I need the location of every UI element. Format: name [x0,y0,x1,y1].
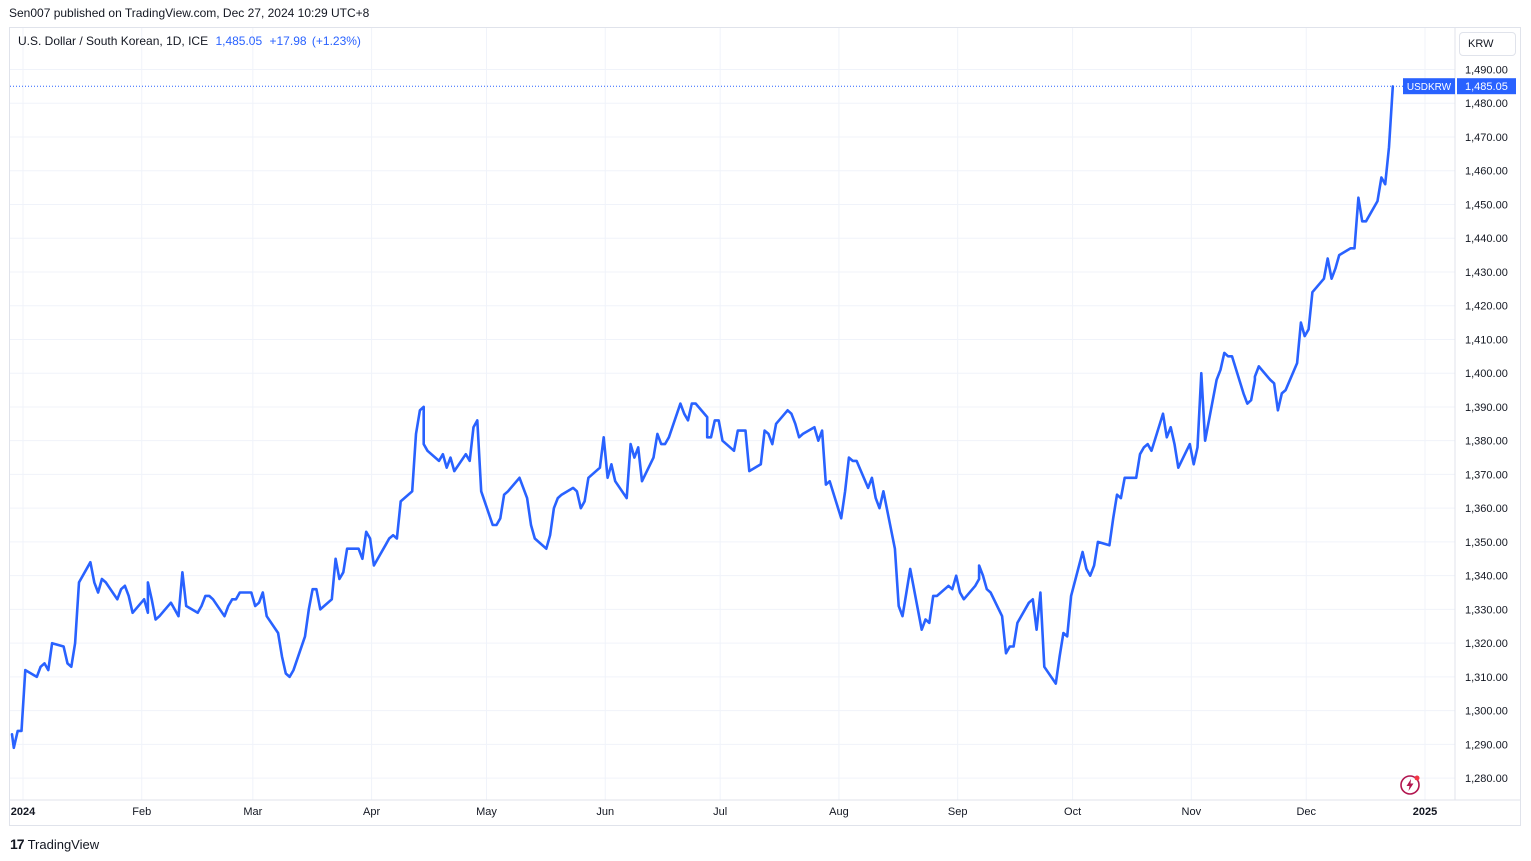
x-tick-label: Nov [1182,806,1202,818]
y-tick-label: 1,360.00 [1465,503,1508,515]
symbol-tag [1403,78,1455,95]
x-tick-label: Dec [1296,806,1316,818]
lightning-icon[interactable] [1399,774,1421,796]
y-tick-label: 1,340.00 [1465,571,1508,583]
publish-info: Sen007 published on TradingView.com, Dec… [9,6,370,20]
last-price: 1,485.05 [215,34,263,48]
y-tick-label: 1,320.00 [1465,638,1508,650]
y-tick-label: 1,350.00 [1465,537,1508,549]
y-tick-label: 1,420.00 [1465,301,1508,313]
y-tick-label: 1,490.00 [1465,64,1508,76]
y-tick-label: 1,450.00 [1465,199,1508,211]
y-tick-label: 1,380.00 [1465,436,1508,448]
chart-frame [9,27,1521,826]
y-tick-label: 1,330.00 [1465,604,1508,616]
y-tick-label: 1,410.00 [1465,334,1508,346]
y-tick-label: 1,280.00 [1465,773,1508,785]
x-tick-label: Jul [713,806,727,818]
x-tick-label: Aug [829,806,849,818]
last-price-tag [1457,78,1516,95]
x-tick-label: Apr [363,806,380,818]
price-change: +17.98 [269,34,307,48]
brand-name: TradingView [27,836,100,852]
y-tick-label: 1,470.00 [1465,132,1508,144]
y-tick-label: 1,480.00 [1465,98,1508,110]
symbol-tag-label: USDKRW [1407,82,1452,93]
x-tick-label: Mar [243,806,262,818]
y-tick-label: 1,290.00 [1465,739,1508,751]
y-tick-label: 1,400.00 [1465,368,1508,380]
y-tick-label: 1,430.00 [1465,267,1508,279]
y-tick-label: 1,460.00 [1465,166,1508,178]
x-tick-label: Sep [948,806,968,818]
y-tick-label: 1,440.00 [1465,233,1508,245]
chart-legend: U.S. Dollar / South Korean, 1D, ICE 1,48… [18,34,361,48]
tradingview-logo[interactable]: 17 TradingView [10,836,99,852]
currency-button[interactable]: KRW [1459,32,1516,56]
y-tick-label: 1,310.00 [1465,672,1508,684]
tradingview-logo-icon: 17 [10,836,25,852]
symbol-title: U.S. Dollar / South Korean, 1D, ICE [18,34,209,48]
y-tick-label: 1,370.00 [1465,469,1508,481]
x-tick-label: Jun [596,806,614,818]
x-tick-label: May [476,806,497,818]
x-tick-label: Feb [132,806,151,818]
y-tick-label: 1,300.00 [1465,706,1508,718]
x-tick-label: 2025 [1413,806,1437,818]
y-tick-label: 1,390.00 [1465,402,1508,414]
price-change-pct: (+1.23%) [311,34,361,48]
x-tick-label: 2024 [11,806,36,818]
last-price-tag-label: 1,485.05 [1465,81,1508,93]
usdkrw-price-line[interactable] [10,85,1395,750]
x-tick-label: Oct [1064,806,1081,818]
